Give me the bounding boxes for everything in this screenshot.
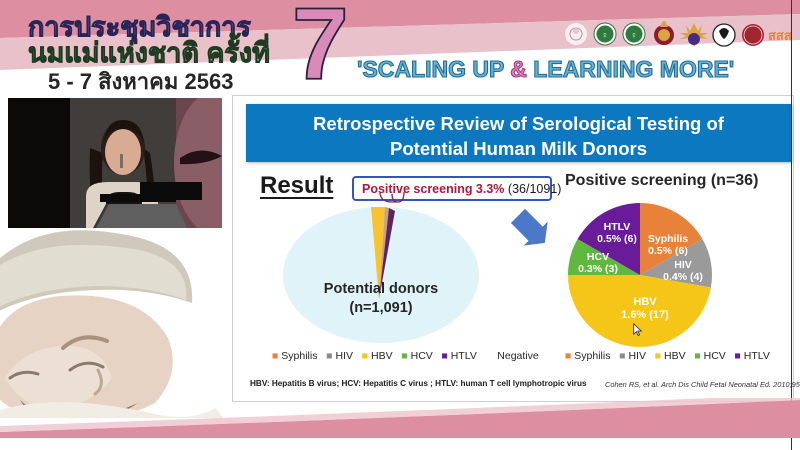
svg-text:HIV: HIV (674, 259, 692, 271)
svg-text:สสส: สสส (768, 28, 792, 43)
svg-text:♀: ♀ (602, 30, 609, 40)
svg-text:Syphilis: Syphilis (648, 233, 688, 245)
svg-text:HTLV: HTLV (604, 221, 631, 233)
svg-text:HCV: HCV (587, 251, 609, 263)
svg-text:0.5% (6): 0.5% (6) (648, 245, 688, 257)
svg-text:♀: ♀ (631, 30, 638, 40)
svg-text:HBV: HBV (633, 296, 657, 308)
svg-text:0.5% (6): 0.5% (6) (597, 233, 637, 245)
svg-text:0.3% (3): 0.3% (3) (578, 263, 618, 275)
svg-text:0.4% (4): 0.4% (4) (663, 271, 703, 283)
svg-text:1.6% (17): 1.6% (17) (621, 309, 669, 321)
